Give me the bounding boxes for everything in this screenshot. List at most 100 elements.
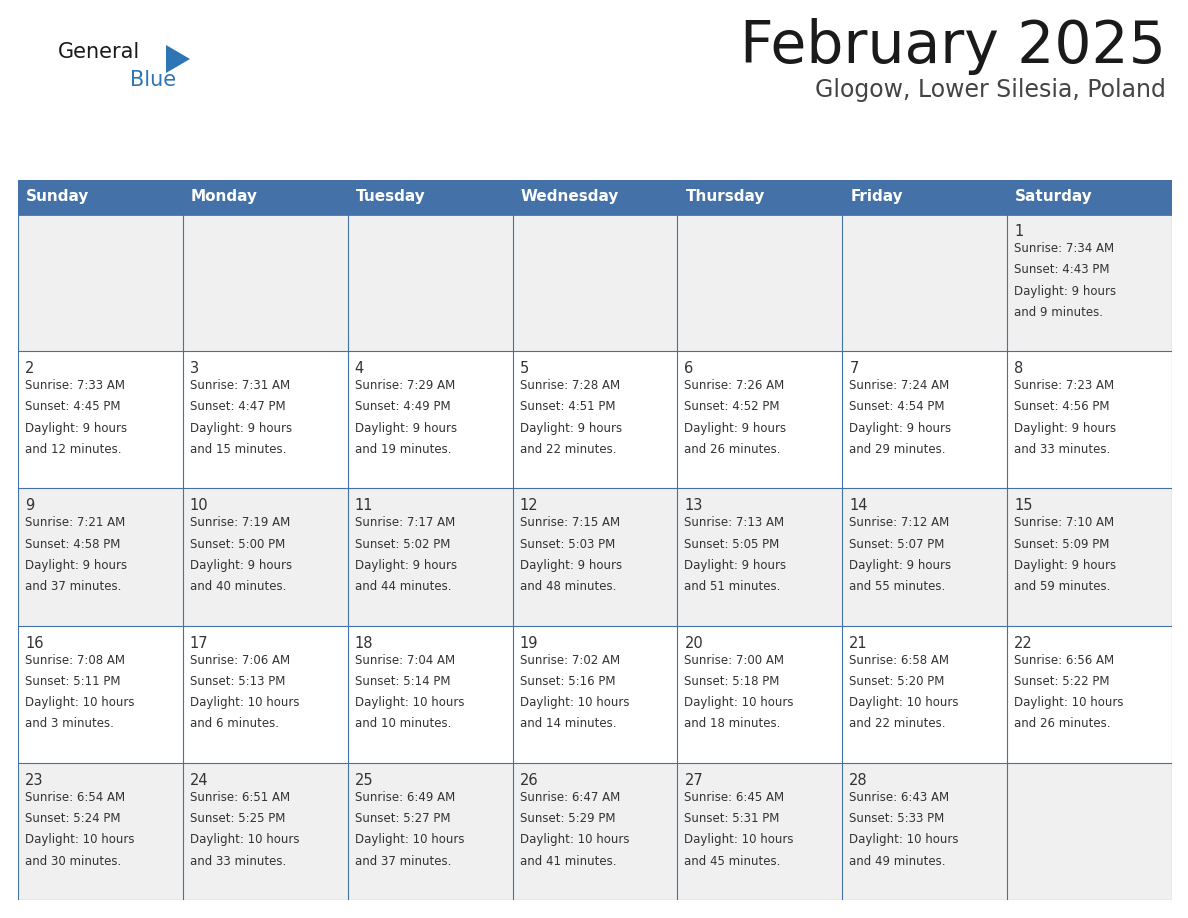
Bar <box>677 763 842 900</box>
Text: Sunset: 5:00 PM: Sunset: 5:00 PM <box>190 538 285 551</box>
Text: Sunday: Sunday <box>26 189 89 205</box>
Bar <box>18 180 183 214</box>
Text: and 26 minutes.: and 26 minutes. <box>1015 717 1111 731</box>
Text: Sunset: 5:24 PM: Sunset: 5:24 PM <box>25 812 120 825</box>
Text: and 18 minutes.: and 18 minutes. <box>684 717 781 731</box>
Text: Sunset: 4:54 PM: Sunset: 4:54 PM <box>849 400 944 413</box>
Text: Sunset: 5:02 PM: Sunset: 5:02 PM <box>355 538 450 551</box>
Text: Sunrise: 7:21 AM: Sunrise: 7:21 AM <box>25 517 125 530</box>
Bar <box>512 352 677 488</box>
Text: Daylight: 10 hours: Daylight: 10 hours <box>519 834 630 846</box>
Text: and 40 minutes.: and 40 minutes. <box>190 580 286 593</box>
Text: Daylight: 9 hours: Daylight: 9 hours <box>190 559 292 572</box>
Text: Tuesday: Tuesday <box>355 189 425 205</box>
Bar <box>512 625 677 763</box>
Text: Sunset: 5:27 PM: Sunset: 5:27 PM <box>355 812 450 825</box>
Text: and 29 minutes.: and 29 minutes. <box>849 443 946 456</box>
Text: 27: 27 <box>684 773 703 788</box>
Text: Daylight: 9 hours: Daylight: 9 hours <box>25 421 127 435</box>
Text: 26: 26 <box>519 773 538 788</box>
Bar <box>1007 214 1173 352</box>
Text: 6: 6 <box>684 361 694 376</box>
Text: Sunset: 5:20 PM: Sunset: 5:20 PM <box>849 675 944 688</box>
Text: Daylight: 9 hours: Daylight: 9 hours <box>25 559 127 572</box>
Bar <box>677 214 842 352</box>
Text: Sunrise: 7:19 AM: Sunrise: 7:19 AM <box>190 517 290 530</box>
Text: Sunset: 5:03 PM: Sunset: 5:03 PM <box>519 538 615 551</box>
Text: Sunrise: 7:28 AM: Sunrise: 7:28 AM <box>519 379 620 392</box>
Text: Sunrise: 7:34 AM: Sunrise: 7:34 AM <box>1015 242 1114 255</box>
Text: General: General <box>58 42 140 62</box>
Bar <box>348 763 512 900</box>
Bar <box>183 763 348 900</box>
Bar <box>842 763 1007 900</box>
Text: and 45 minutes.: and 45 minutes. <box>684 855 781 868</box>
Text: and 33 minutes.: and 33 minutes. <box>190 855 286 868</box>
Text: 9: 9 <box>25 498 34 513</box>
Text: Sunset: 5:09 PM: Sunset: 5:09 PM <box>1015 538 1110 551</box>
Text: 24: 24 <box>190 773 208 788</box>
Text: Sunrise: 7:33 AM: Sunrise: 7:33 AM <box>25 379 125 392</box>
Text: and 12 minutes.: and 12 minutes. <box>25 443 121 456</box>
Text: 13: 13 <box>684 498 703 513</box>
Text: Sunset: 5:16 PM: Sunset: 5:16 PM <box>519 675 615 688</box>
Text: Friday: Friday <box>851 189 903 205</box>
Text: Sunset: 4:56 PM: Sunset: 4:56 PM <box>1015 400 1110 413</box>
Text: 23: 23 <box>25 773 44 788</box>
Bar <box>18 214 183 352</box>
Text: Daylight: 10 hours: Daylight: 10 hours <box>1015 696 1124 709</box>
Bar <box>842 180 1007 214</box>
Text: Daylight: 10 hours: Daylight: 10 hours <box>684 834 794 846</box>
Bar <box>1007 488 1173 625</box>
Text: 25: 25 <box>355 773 373 788</box>
Bar <box>1007 763 1173 900</box>
Text: Sunset: 5:13 PM: Sunset: 5:13 PM <box>190 675 285 688</box>
Text: Daylight: 10 hours: Daylight: 10 hours <box>25 696 134 709</box>
Text: and 6 minutes.: and 6 minutes. <box>190 717 279 731</box>
Text: Sunset: 5:18 PM: Sunset: 5:18 PM <box>684 675 779 688</box>
Text: Daylight: 10 hours: Daylight: 10 hours <box>849 834 959 846</box>
Text: Sunrise: 7:15 AM: Sunrise: 7:15 AM <box>519 517 620 530</box>
Bar <box>348 625 512 763</box>
Text: Sunset: 5:07 PM: Sunset: 5:07 PM <box>849 538 944 551</box>
Text: and 49 minutes.: and 49 minutes. <box>849 855 946 868</box>
Text: and 22 minutes.: and 22 minutes. <box>519 443 617 456</box>
Text: Sunset: 4:52 PM: Sunset: 4:52 PM <box>684 400 781 413</box>
Text: Daylight: 9 hours: Daylight: 9 hours <box>355 421 457 435</box>
Text: Daylight: 9 hours: Daylight: 9 hours <box>519 559 621 572</box>
Text: Daylight: 9 hours: Daylight: 9 hours <box>684 559 786 572</box>
Text: Sunset: 5:29 PM: Sunset: 5:29 PM <box>519 812 615 825</box>
Text: 8: 8 <box>1015 361 1023 376</box>
Text: 21: 21 <box>849 635 868 651</box>
Text: Sunrise: 6:45 AM: Sunrise: 6:45 AM <box>684 790 784 804</box>
Bar <box>183 488 348 625</box>
Text: 1: 1 <box>1015 224 1023 239</box>
Text: Sunset: 4:47 PM: Sunset: 4:47 PM <box>190 400 285 413</box>
Text: 10: 10 <box>190 498 208 513</box>
Text: Daylight: 10 hours: Daylight: 10 hours <box>355 834 465 846</box>
Text: Sunrise: 6:49 AM: Sunrise: 6:49 AM <box>355 790 455 804</box>
Text: Sunset: 5:11 PM: Sunset: 5:11 PM <box>25 675 120 688</box>
Text: Daylight: 9 hours: Daylight: 9 hours <box>190 421 292 435</box>
Text: and 55 minutes.: and 55 minutes. <box>849 580 946 593</box>
Text: Daylight: 10 hours: Daylight: 10 hours <box>190 696 299 709</box>
Text: Sunset: 5:31 PM: Sunset: 5:31 PM <box>684 812 779 825</box>
Text: Sunrise: 6:58 AM: Sunrise: 6:58 AM <box>849 654 949 666</box>
Text: Daylight: 9 hours: Daylight: 9 hours <box>1015 421 1117 435</box>
Bar <box>183 180 348 214</box>
Text: 17: 17 <box>190 635 208 651</box>
Bar <box>842 625 1007 763</box>
Text: 4: 4 <box>355 361 364 376</box>
Text: Sunset: 4:49 PM: Sunset: 4:49 PM <box>355 400 450 413</box>
Text: Sunrise: 6:43 AM: Sunrise: 6:43 AM <box>849 790 949 804</box>
Text: and 59 minutes.: and 59 minutes. <box>1015 580 1111 593</box>
Bar <box>1007 625 1173 763</box>
Text: February 2025: February 2025 <box>740 18 1165 75</box>
Text: 12: 12 <box>519 498 538 513</box>
Bar <box>842 352 1007 488</box>
Text: and 19 minutes.: and 19 minutes. <box>355 443 451 456</box>
Polygon shape <box>166 45 190 73</box>
Text: Sunrise: 7:17 AM: Sunrise: 7:17 AM <box>355 517 455 530</box>
Text: Sunset: 4:43 PM: Sunset: 4:43 PM <box>1015 263 1110 276</box>
Text: Daylight: 10 hours: Daylight: 10 hours <box>519 696 630 709</box>
